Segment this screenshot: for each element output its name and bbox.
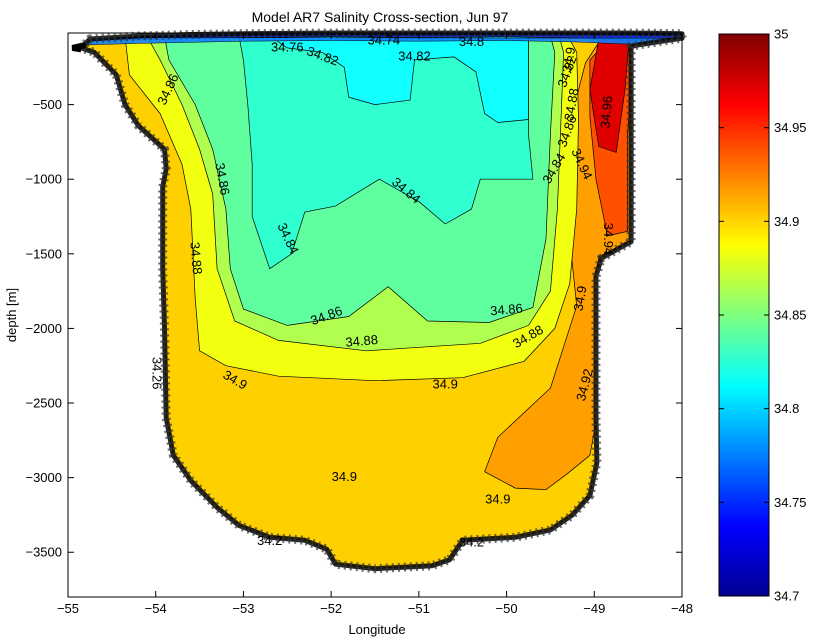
contour-label-30: 34.2 <box>459 535 484 550</box>
x-tick-label-0: −55 <box>57 601 79 616</box>
contour-label-6: 34.86 <box>212 162 232 197</box>
contour-label-8: 34.86 <box>490 301 524 319</box>
contour-label-28: 34.8 <box>459 34 484 49</box>
contour-label-16: 34.9 <box>433 377 458 392</box>
contour-label-26: 34.76 <box>271 39 304 54</box>
x-axis-ticks: −55 −54 −53 −52 −51 −50 −49 −48 <box>57 33 693 616</box>
y-tick-label-6: −3500 <box>25 545 62 560</box>
cbar-tick-label-5: 34.95 <box>774 120 807 135</box>
contour-label-14: 34.88 <box>561 87 581 122</box>
x-tick-label-1: −54 <box>145 601 167 616</box>
contour-label-17: 34.9 <box>570 285 589 313</box>
contour-label-24: 34.96 <box>597 95 615 129</box>
x-tick-label-6: −49 <box>583 601 605 616</box>
contour-label-12: 34.88 <box>345 332 379 350</box>
colorbar-ticks: 34.7 34.75 34.8 34.85 34.9 34.95 35 <box>719 27 807 604</box>
contour-label-11: 34.88 <box>187 241 205 275</box>
cbar-tick-label-4: 34.9 <box>774 214 799 229</box>
cbar-tick-label-0: 34.7 <box>774 589 799 604</box>
axes-frame <box>67 32 683 598</box>
chart-title: Model AR7 Salinity Cross-section, Jun 97 <box>252 9 509 25</box>
contour-label-25: 34.26 <box>149 357 164 390</box>
cbar-tick-label-2: 34.8 <box>774 401 799 416</box>
contour-label-19: 34.9 <box>485 491 510 506</box>
y-tick-label-2: −1500 <box>25 246 62 261</box>
y-axis-ticks: −500 −1000 −1500 −2000 −2500 −3000 −3500 <box>25 97 682 560</box>
contour-region-8 <box>268 35 529 123</box>
shelf-tip <box>71 41 87 53</box>
y-axis-label: depth [m] <box>4 288 19 342</box>
cbar-tick-label-3: 34.85 <box>774 308 807 323</box>
cbar-tick-label-1: 34.75 <box>774 495 807 510</box>
contour-label-0: 34.82 <box>398 48 431 63</box>
x-tick-label-3: −52 <box>320 601 342 616</box>
x-tick-label-4: −51 <box>408 601 430 616</box>
contour-label-29: 34.2 <box>257 533 282 548</box>
surface-band-2 <box>85 37 682 46</box>
colorbar <box>719 34 769 596</box>
y-tick-label-4: −2500 <box>25 396 62 411</box>
contour-region-7 <box>238 35 534 270</box>
contour-label-18: 34.9 <box>332 469 357 484</box>
contour-label-20: 34.9 <box>559 46 578 74</box>
cbar-tick-label-6: 35 <box>774 27 788 42</box>
x-tick-label-7: −48 <box>671 601 693 616</box>
contour-label-27: 34.74 <box>368 33 401 48</box>
x-tick-label-5: −50 <box>496 601 518 616</box>
contour-fill-layer <box>81 33 682 569</box>
contour-label-22: 34.94 <box>601 223 616 256</box>
y-tick-label-3: −2000 <box>25 321 62 336</box>
y-tick-label-5: −3000 <box>25 470 62 485</box>
y-tick-label-0: −500 <box>33 97 62 112</box>
x-axis-label: Longitude <box>348 622 405 637</box>
y-tick-label-1: −1000 <box>25 172 62 187</box>
x-tick-label-2: −53 <box>232 601 254 616</box>
